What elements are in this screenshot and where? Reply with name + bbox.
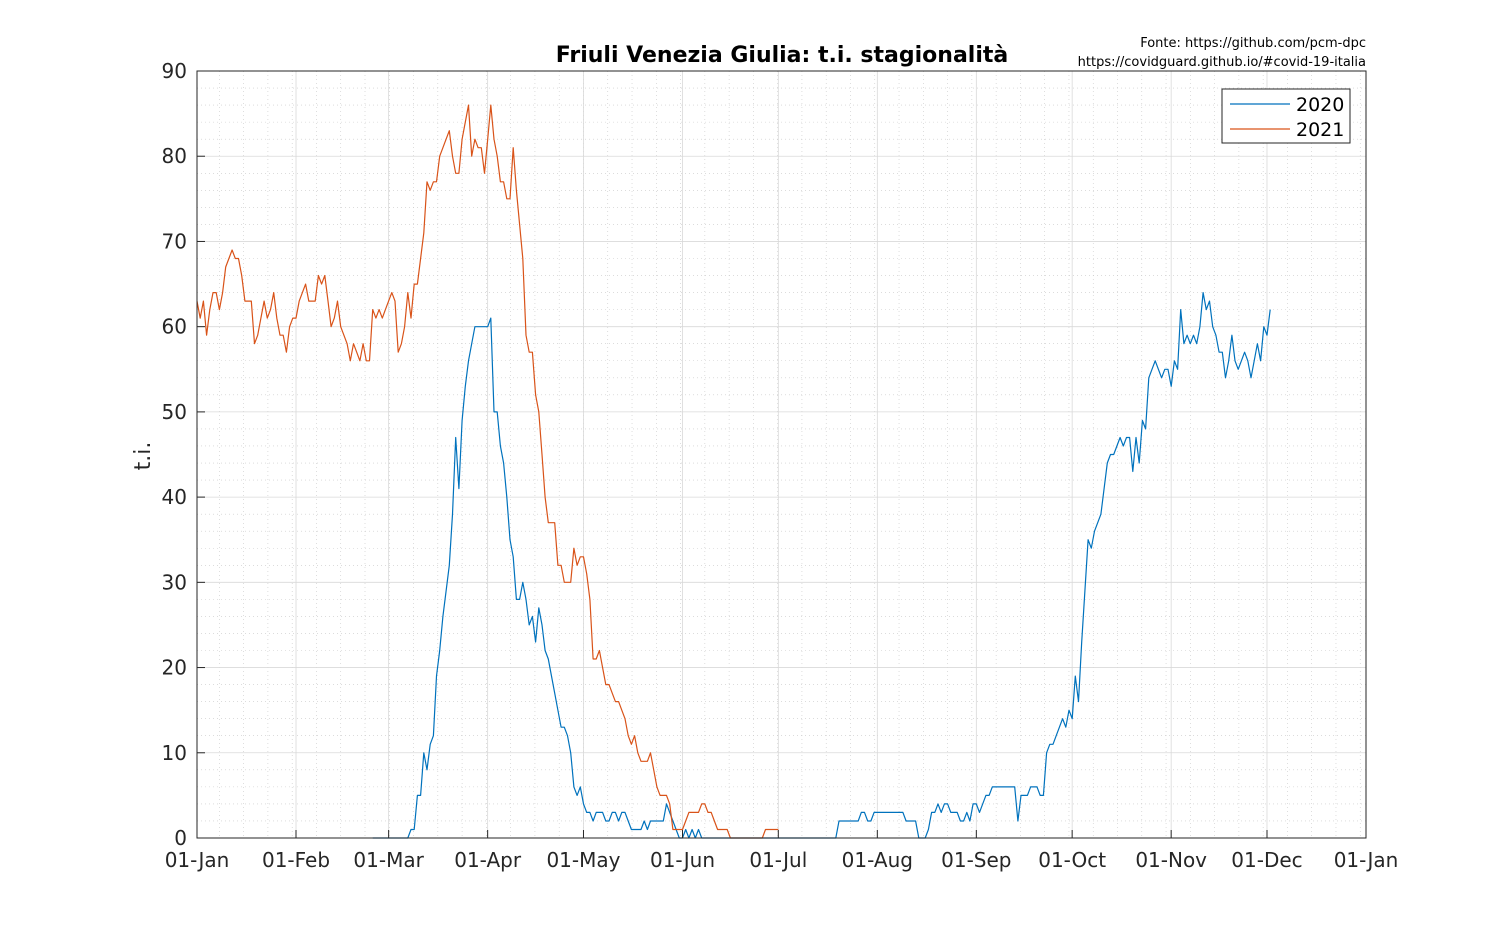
x-tick-label: 01-Oct [1038, 848, 1106, 872]
x-tick-label: 01-Apr [454, 848, 522, 872]
source-line-2: https://covidguard.github.io/#covid-19-i… [1078, 55, 1366, 70]
series-layer [196, 104, 1271, 839]
source-line-1: Fonte: https://github.com/pcm-dpc [1140, 36, 1366, 51]
x-tick-label: 01-Jul [749, 848, 807, 872]
legend-label-2020: 2020 [1296, 94, 1344, 116]
plot-frame [196, 70, 1367, 839]
x-tick-label: 01-Jun [650, 848, 715, 872]
y-tick-label: 40 [162, 485, 187, 509]
y-axis-label: t.i. [131, 442, 156, 471]
x-tick-label: 01-Nov [1135, 848, 1207, 872]
ticks-layer: 0 10 20 30 40 50 60 70 80 90 01-Jan 01-Feb 01-Mar 01-… [162, 59, 1399, 872]
series-line-2020 [372, 292, 1271, 839]
x-tick-label: 01-Jan [1334, 848, 1399, 872]
y-tick-label: 30 [162, 570, 187, 594]
x-tick-label: 01-May [546, 848, 620, 872]
y-tick-label: 80 [162, 144, 187, 168]
legend: 2020 2021 [1221, 88, 1351, 144]
y-tick-label: 20 [162, 656, 187, 680]
chart-title: Friuli Venezia Giulia: t.i. stagionalità [556, 43, 1008, 68]
x-tick-label: 01-Dec [1231, 848, 1302, 872]
x-tick-label: 01-Mar [353, 848, 424, 872]
y-tick-label: 90 [162, 59, 187, 83]
legend-label-2021: 2021 [1296, 119, 1344, 141]
legend-box [1221, 88, 1351, 144]
y-tick-label: 70 [162, 229, 187, 253]
y-tick-label: 60 [162, 315, 187, 339]
y-tick-label: 10 [162, 741, 187, 765]
x-tick-label: 01-Jan [165, 848, 230, 872]
x-tick-label: 01-Feb [262, 848, 330, 872]
y-tick-label: 0 [174, 826, 187, 850]
minor-grid [197, 71, 1366, 838]
x-tick-label: 01-Aug [842, 848, 913, 872]
y-tick-label: 50 [162, 400, 187, 424]
x-tick-label: 01-Sep [941, 848, 1011, 872]
series-line-2021 [196, 104, 779, 839]
